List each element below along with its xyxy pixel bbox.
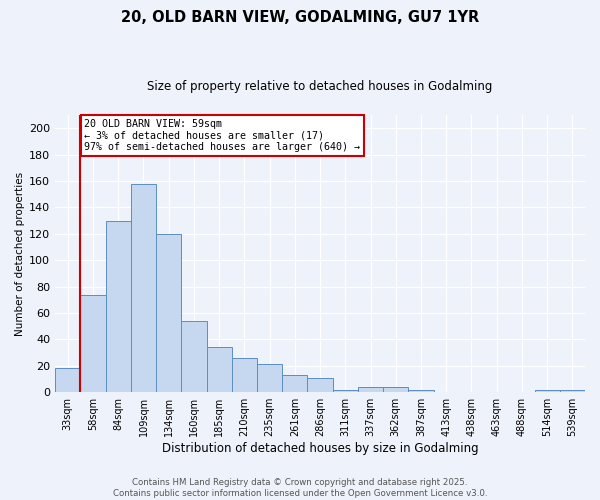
Bar bbox=[560, 390, 585, 392]
Bar bbox=[131, 184, 156, 392]
Bar bbox=[181, 321, 206, 392]
Bar bbox=[282, 375, 307, 392]
Text: Contains HM Land Registry data © Crown copyright and database right 2025.
Contai: Contains HM Land Registry data © Crown c… bbox=[113, 478, 487, 498]
X-axis label: Distribution of detached houses by size in Godalming: Distribution of detached houses by size … bbox=[162, 442, 478, 455]
Bar bbox=[358, 387, 383, 392]
Title: Size of property relative to detached houses in Godalming: Size of property relative to detached ho… bbox=[148, 80, 493, 93]
Bar bbox=[156, 234, 181, 392]
Bar bbox=[332, 390, 358, 392]
Text: 20 OLD BARN VIEW: 59sqm
← 3% of detached houses are smaller (17)
97% of semi-det: 20 OLD BARN VIEW: 59sqm ← 3% of detached… bbox=[84, 119, 360, 152]
Bar bbox=[535, 390, 560, 392]
Text: 20, OLD BARN VIEW, GODALMING, GU7 1YR: 20, OLD BARN VIEW, GODALMING, GU7 1YR bbox=[121, 10, 479, 25]
Bar bbox=[409, 390, 434, 392]
Bar bbox=[232, 358, 257, 392]
Bar bbox=[55, 368, 80, 392]
Bar bbox=[307, 378, 332, 392]
Bar bbox=[206, 348, 232, 392]
Bar bbox=[257, 364, 282, 392]
Bar bbox=[383, 387, 409, 392]
Bar bbox=[80, 294, 106, 392]
Bar bbox=[106, 220, 131, 392]
Y-axis label: Number of detached properties: Number of detached properties bbox=[15, 172, 25, 336]
